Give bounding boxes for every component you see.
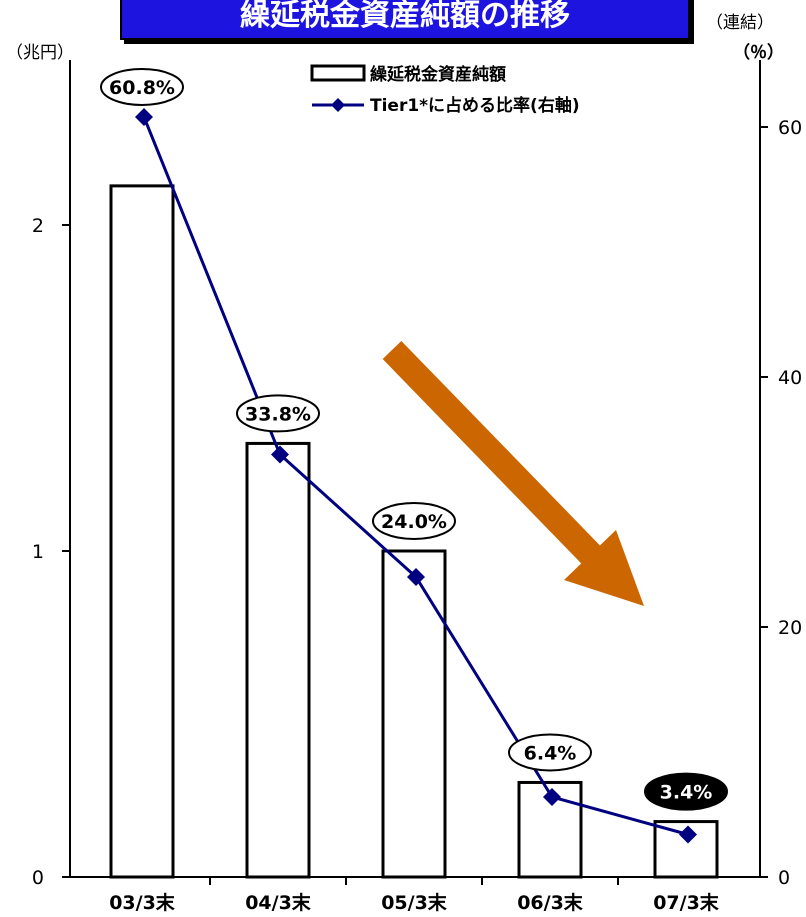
bar [245,441,311,879]
right-axis-tick-label: 40 [778,367,802,389]
left-axis-unit: （兆円） [6,43,74,63]
data-label: 60.8% [109,77,175,99]
legend-bar-label: 繰延税金資産純額 [370,64,506,85]
line-series [135,108,697,844]
data-label: 3.4% [660,782,713,804]
left-axis-tick-label: 0 [32,867,44,889]
legend-bar-swatch [310,64,366,82]
bar [109,184,175,879]
x-axis-category-label: 03/3末 [109,891,176,914]
ratio-point [271,445,289,464]
legend-line-label: Tier1*に占める比率(右軸) [370,95,580,116]
right-axis-tick-label: 0 [778,867,790,889]
x-axis-category-label: 07/3末 [653,891,720,914]
trend-arrow-shaft [382,340,606,570]
left-axis-tick-label: 2 [32,215,44,237]
x-axis-category-label: 06/3末 [517,891,584,914]
left-axis-tick-label: 1 [32,541,44,563]
data-label-bubble [236,394,320,433]
right-axis-unit: （％） [733,43,784,63]
trend-arrow [382,340,644,606]
x-axis-category-label: 05/3末 [381,891,448,914]
ratio-point [679,825,697,844]
bar [381,549,447,879]
ratio-point [543,788,561,806]
trend-arrow-head [564,530,644,606]
data-label-bubble [372,502,456,540]
data-label: 6.4% [524,742,577,764]
x-axis-category-label: 04/3末 [245,891,312,914]
data-label-bubble [100,68,184,106]
ratio-point [135,108,153,126]
data-label-bubble [508,733,592,772]
right-axis-tick-label: 60 [778,117,802,139]
consolidated-note: （連結） [706,13,774,33]
data-label: 33.8% [245,403,311,425]
legend: 繰延税金資産純額 Tier1*に占める比率(右軸) [310,64,580,116]
data-label-bubble [644,772,728,811]
right-axis-tick-label: 20 [778,617,802,639]
data-label: 24.0% [381,511,447,533]
chart-title: 繰延税金資産純額の推移 [120,0,690,40]
ratio-point [407,568,425,586]
legend-line-marker [331,98,345,112]
bar-series [109,184,719,879]
data-labels: 60.8% 33.8% 24.0% 6.4% 3.4% [100,68,728,811]
